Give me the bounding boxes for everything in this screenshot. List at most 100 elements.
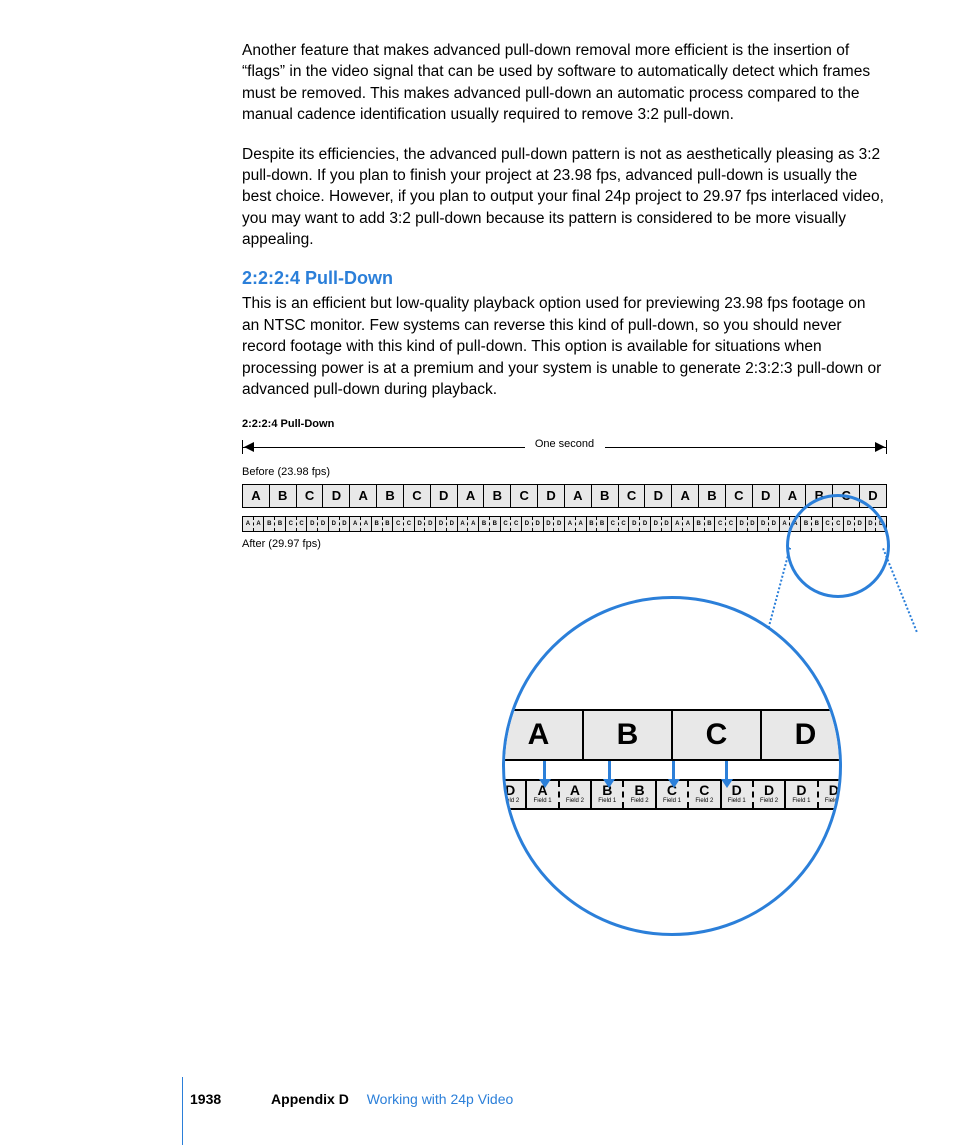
field-cell: C (726, 517, 737, 531)
field-cell: B (597, 517, 608, 531)
field-cell: D (425, 517, 436, 531)
frame-cell: D (323, 485, 350, 507)
field-cell: C (608, 517, 619, 531)
field-cell: B (479, 517, 490, 531)
frame-cell: B (270, 485, 297, 507)
paragraph: This is an efficient but low-quality pla… (242, 293, 887, 400)
zoom-frame-cell: B (584, 711, 673, 759)
zoom-field-cell: CField 2 (689, 781, 721, 808)
field-cell: D (533, 517, 544, 531)
field-cell: D (629, 517, 640, 531)
field-cell: D (640, 517, 651, 531)
zoom-frame-cell: A (502, 711, 584, 759)
frame-cell: B (377, 485, 404, 507)
frame-cell: B (699, 485, 726, 507)
frame-cell: B (592, 485, 619, 507)
field-cell: C (286, 517, 297, 531)
zoom-before-row: ABCD (502, 709, 842, 761)
field-cell: D (307, 517, 318, 531)
frame-cell: A (458, 485, 485, 507)
field-cell: A (243, 517, 254, 531)
frame-cell: C (726, 485, 753, 507)
field-cell: A (683, 517, 694, 531)
zoom-field-cell: DField 1 (786, 781, 818, 808)
section-heading: 2:2:2:4 Pull-Down (242, 268, 887, 289)
field-cell: B (372, 517, 383, 531)
field-cell: D (544, 517, 555, 531)
frame-cell: A (243, 485, 270, 507)
field-cell: A (672, 517, 683, 531)
zoom-field-cell: BField 2 (624, 781, 656, 808)
field-cell: D (748, 517, 759, 531)
field-cell: D (522, 517, 533, 531)
zoom-frame-cell: C (673, 711, 762, 759)
zoom-source-circle (786, 494, 890, 598)
field-cell: A (468, 517, 479, 531)
field-cell: D (769, 517, 780, 531)
field-cell: B (275, 517, 286, 531)
one-second-label: One second (525, 438, 605, 450)
frame-cell: C (511, 485, 538, 507)
field-cell: C (501, 517, 512, 531)
field-cell: B (264, 517, 275, 531)
field-cell: A (458, 517, 469, 531)
field-cell: C (619, 517, 630, 531)
field-cell: B (587, 517, 598, 531)
field-cell: C (715, 517, 726, 531)
before-row: ABCDABCDABCDABCDABCDABCD (242, 484, 887, 508)
field-cell: C (511, 517, 522, 531)
zoom-field-cell: DField 2 (819, 781, 842, 808)
frame-cell: C (404, 485, 431, 507)
zoom-field-cell: DField 2 (502, 781, 527, 808)
frame-cell: C (297, 485, 324, 507)
zoom-field-cell: AField 2 (560, 781, 592, 808)
field-cell: A (565, 517, 576, 531)
zoom-diagram: ABCD DField 2AField 1AField 2BField 1BFi… (242, 556, 887, 976)
field-cell: D (554, 517, 565, 531)
field-cell: D (415, 517, 426, 531)
field-cell: B (694, 517, 705, 531)
field-cell: C (393, 517, 404, 531)
connector-line (882, 548, 918, 632)
page-number: 1938 (190, 1091, 221, 1107)
page-footer: 1938 Appendix D Working with 24p Video (190, 1091, 513, 1107)
frame-cell: D (538, 485, 565, 507)
field-cell: D (436, 517, 447, 531)
field-cell: D (329, 517, 340, 531)
frame-cell: C (619, 485, 646, 507)
one-second-span: One second (242, 438, 887, 456)
paragraph: Despite its efficiencies, the advanced p… (242, 144, 887, 251)
field-cell: D (758, 517, 769, 531)
paragraph: Another feature that makes advanced pull… (242, 40, 887, 126)
frame-cell: D (431, 485, 458, 507)
field-cell: A (254, 517, 265, 531)
frame-cell: A (780, 485, 807, 507)
field-cell: D (651, 517, 662, 531)
diagram-title: 2:2:2:4 Pull-Down (242, 418, 887, 430)
frame-cell: B (484, 485, 511, 507)
zoom-field-cell: DField 2 (754, 781, 786, 808)
frame-cell: D (753, 485, 780, 507)
field-cell: D (447, 517, 458, 531)
field-cell: C (297, 517, 308, 531)
frame-cell: A (565, 485, 592, 507)
field-cell: A (361, 517, 372, 531)
footer-rule (182, 1077, 183, 1145)
appendix-label: Appendix D (271, 1091, 349, 1107)
field-cell: A (350, 517, 361, 531)
field-cell: B (705, 517, 716, 531)
frame-cell: A (350, 485, 377, 507)
zoom-frame-cell: D (762, 711, 842, 759)
zoom-circle: ABCD DField 2AField 1AField 2BField 1BFi… (502, 596, 842, 936)
frame-cell: D (645, 485, 672, 507)
field-cell: C (404, 517, 415, 531)
field-cell: A (576, 517, 587, 531)
field-cell: D (340, 517, 351, 531)
before-label: Before (23.98 fps) (242, 466, 887, 478)
field-cell: D (737, 517, 748, 531)
field-cell: B (383, 517, 394, 531)
appendix-title: Working with 24p Video (367, 1091, 514, 1107)
field-cell: B (490, 517, 501, 531)
frame-cell: A (672, 485, 699, 507)
field-cell: D (318, 517, 329, 531)
